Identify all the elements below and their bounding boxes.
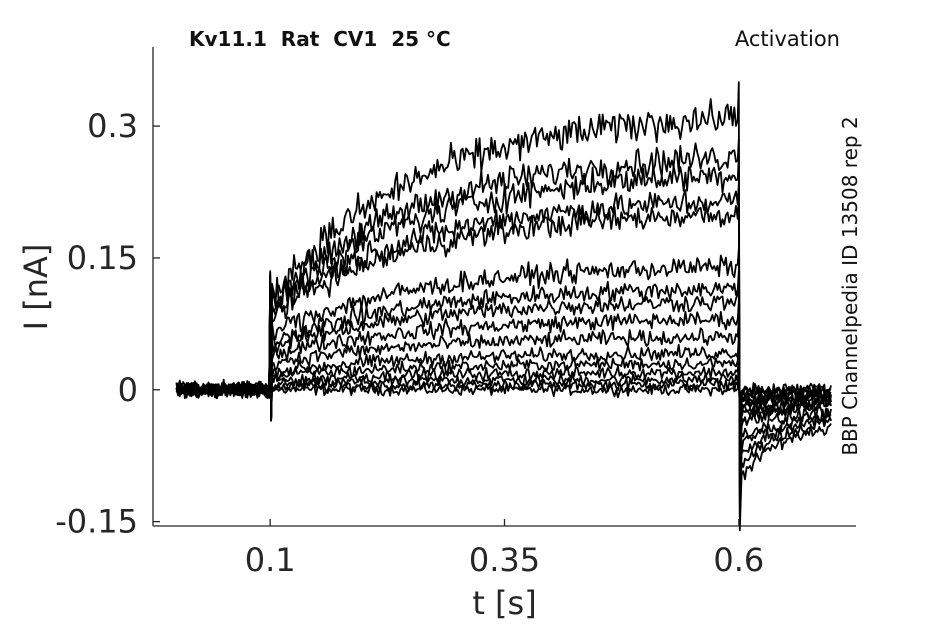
y-axis-label: I [nA] [17,244,55,331]
x-tick-label: 0.35 [469,541,540,579]
x-axis-label: t [s] [472,584,536,622]
series-line [175,195,832,485]
x-tick-label: 0.1 [245,541,296,579]
axes-group: 0.1 0.35 0.6 -0.15 0 0.15 0.3 t [s] I [nA] [17,47,856,622]
series-line [175,182,832,496]
series-line [175,270,832,422]
series-line [175,280,832,446]
series-line [175,156,832,506]
protocol-label: Activation [734,27,840,51]
chart-title: Kv11.1 Rat CV1 25 °C [189,27,451,51]
series-line [175,279,832,440]
series-line [175,275,832,430]
series-line [176,270,832,464]
y-tick-label: 0.3 [87,107,138,145]
series-line [176,282,832,452]
series-line [175,272,832,422]
y-tick-label: -0.15 [55,503,138,541]
series-line [176,81,832,532]
y-tick-label: 0.15 [67,239,138,277]
series-line [175,283,832,458]
series-line [175,248,832,470]
series-line [175,277,832,435]
x-tick-label: 0.6 [713,541,764,579]
y-tick-label: 0 [118,371,138,409]
traces-group [175,81,832,532]
